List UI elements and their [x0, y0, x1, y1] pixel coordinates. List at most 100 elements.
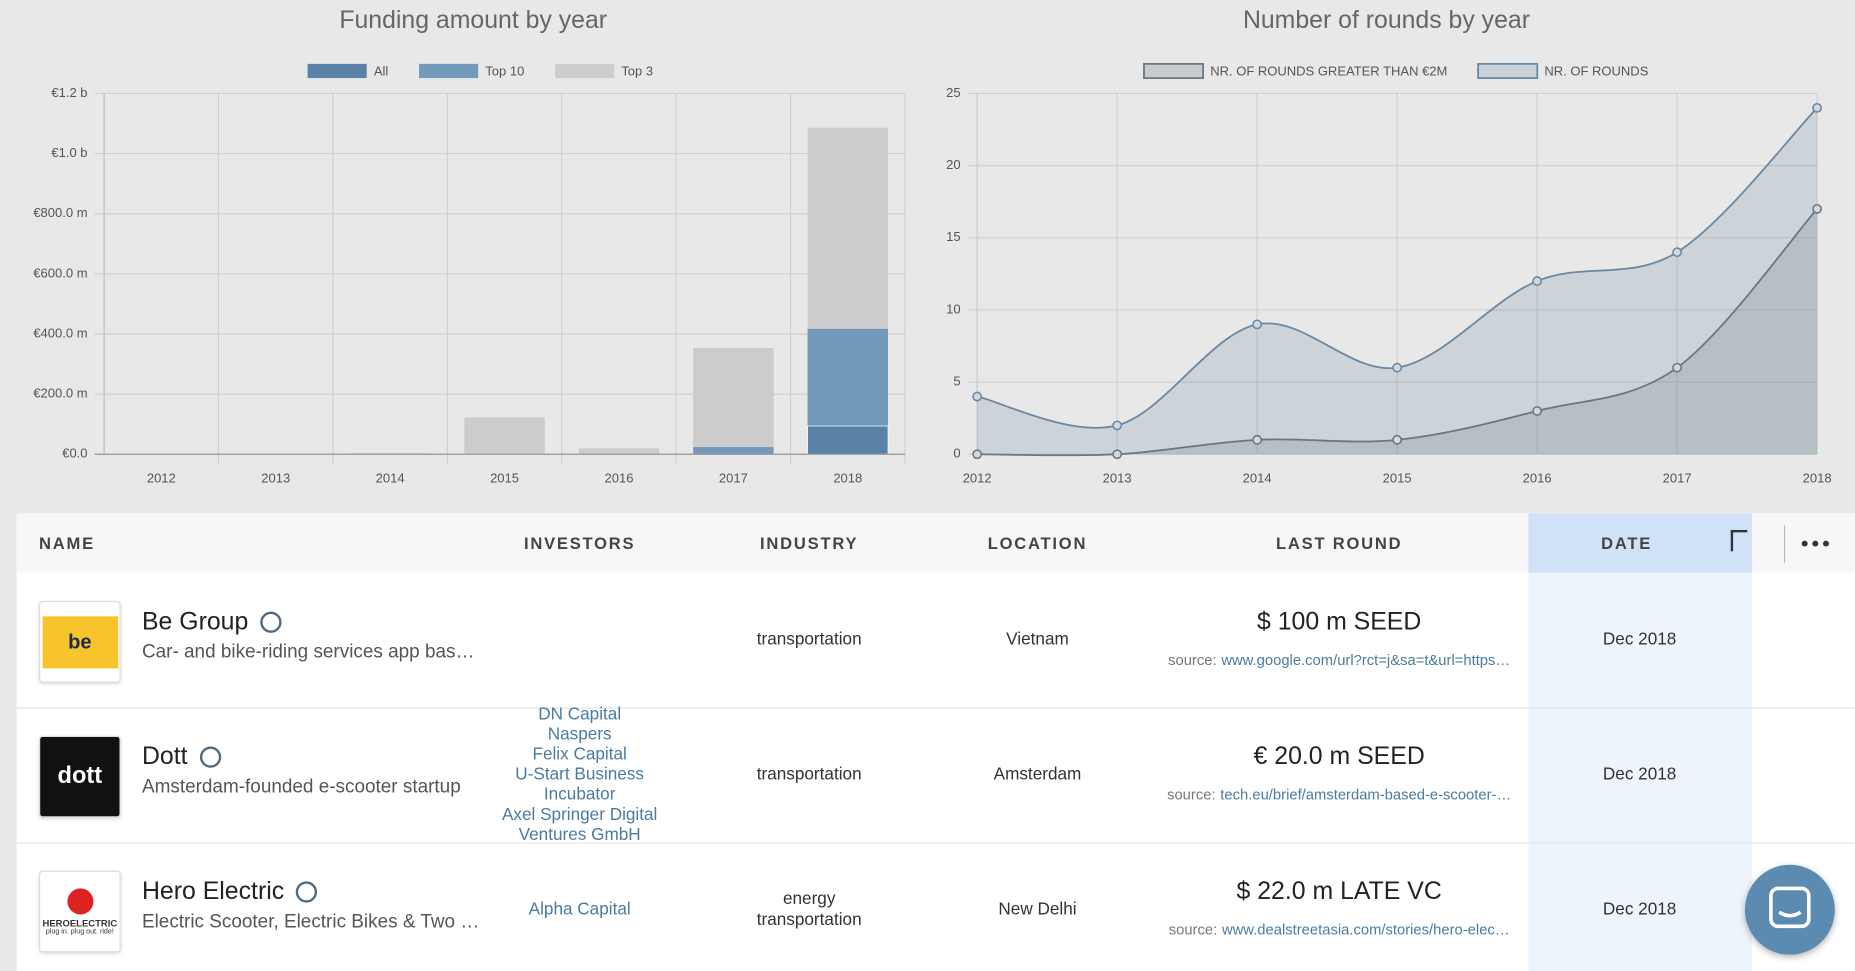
source-link[interactable]: www.google.com/url?rct=j&sa=t&url=https… [1221, 651, 1511, 669]
point [972, 391, 983, 402]
last-round: $ 100 m SEED [1256, 608, 1422, 636]
chat-button[interactable] [1744, 864, 1835, 955]
logo-text: be [68, 629, 92, 653]
source-label: source: [1167, 786, 1216, 804]
column-header[interactable]: LAST ROUND [1275, 533, 1403, 553]
date-cell: Dec 2018 [1521, 842, 1758, 971]
x-tick-label: 2014 [1243, 471, 1272, 486]
location-cell: New Delhi [919, 842, 1156, 971]
logo-mark: be [41, 615, 118, 668]
y-tick-label: €800.0 m [33, 205, 87, 220]
y-tick-label: 25 [946, 85, 960, 100]
y-tick-label: 0 [953, 446, 960, 461]
investor[interactable]: Naspers [547, 724, 612, 744]
investor[interactable]: Alpha Capital [528, 899, 631, 919]
point [1672, 362, 1683, 373]
source-line: source: tech.eu/brief/amsterdam-based-e-s… [1162, 787, 1517, 804]
company-logo: HEROELECTRIC plug in. plug out. ride! [39, 870, 121, 953]
location-cell: Amsterdam [919, 707, 1156, 842]
x-tick-label: 2012 [963, 471, 992, 486]
industry: transportation [756, 765, 862, 785]
company-logo: be [39, 600, 121, 683]
legend-swatch [1477, 62, 1539, 79]
column-header[interactable]: INVESTORS [523, 533, 636, 553]
industry: transportation [756, 910, 862, 930]
chart-title: Number of rounds by year [1243, 7, 1530, 34]
investor[interactable]: Incubator [543, 784, 616, 804]
chat-icon [1769, 886, 1811, 929]
investors-cell: Alpha Capital [461, 842, 698, 971]
logo-text: HEROELECTRIC [42, 917, 118, 929]
location: Vietnam [1006, 630, 1069, 650]
chart-title: Funding amount by year [339, 7, 607, 34]
point [1392, 434, 1403, 445]
source-link[interactable]: tech.eu/brief/amsterdam-based-e-scooter-… [1220, 786, 1512, 804]
location: New Delhi [998, 900, 1077, 920]
source-label: source: [1168, 921, 1218, 939]
industry: transportation [756, 630, 862, 650]
investor[interactable]: Axel Springer Digital [501, 805, 658, 824]
date-cell: Dec 2018 [1521, 707, 1758, 842]
bar [349, 453, 431, 455]
dot [1823, 540, 1829, 547]
legend-swatch [555, 63, 615, 79]
source-link[interactable]: www.dealstreetasia.com/stories/hero-elec… [1221, 921, 1510, 939]
industry-cell: energy transportation [691, 842, 928, 971]
column-header[interactable]: LOCATION [987, 533, 1088, 553]
investors-cell: DN Capital Naspers Felix Capital U-Start Bu… [461, 704, 698, 845]
x-tick-label: 2018 [833, 471, 862, 486]
company-name[interactable]: Hero Electric [141, 877, 285, 905]
verified-icon [199, 746, 221, 768]
name-line: Hero Electric [141, 874, 318, 909]
point [1532, 406, 1543, 416]
investor[interactable]: DN Capital [538, 704, 622, 724]
source-line: source: www.dealstreetasia.com/stories/he… [1162, 922, 1517, 939]
last-round: $ 22.0 m LATE VC [1236, 877, 1442, 905]
bar [693, 347, 774, 455]
legend-label: Top 3 [621, 64, 653, 79]
date: Dec 2018 [1602, 900, 1677, 920]
industry: energy [782, 889, 836, 909]
column-header[interactable]: DATE [1601, 533, 1653, 553]
x-tick-label: 2016 [605, 471, 634, 486]
date: Dec 2018 [1602, 765, 1677, 785]
point [1812, 204, 1822, 214]
bar [464, 417, 545, 455]
investor[interactable]: Ventures GmbH [518, 825, 641, 845]
investor[interactable]: Felix Capital [532, 744, 627, 764]
industry-cell: transportation [691, 573, 928, 708]
location-cell: Vietnam [919, 573, 1156, 708]
more-menu[interactable] [1797, 525, 1832, 560]
bar [578, 448, 660, 455]
logo-badge [66, 887, 93, 914]
x-tick-label: 2018 [1803, 471, 1832, 486]
logo-tagline: plug in. plug out. ride! [45, 928, 114, 936]
last-round: € 20.0 m SEED [1253, 742, 1425, 771]
point [1252, 319, 1263, 330]
company-name[interactable]: Dott [141, 742, 188, 771]
point [1672, 247, 1683, 258]
y-tick-label: 10 [946, 301, 960, 316]
location: Amsterdam [993, 765, 1082, 785]
sort-icon[interactable] [1730, 529, 1748, 552]
company-logo: dott [39, 735, 121, 818]
y-tick-label: €1.2 b [51, 85, 87, 100]
x-tick-label: 2014 [376, 471, 405, 486]
name-line: Dott [142, 739, 221, 774]
point [1812, 102, 1822, 113]
column-header[interactable]: NAME [39, 533, 95, 553]
y-tick-label: €600.0 m [33, 265, 87, 280]
dot [1801, 540, 1808, 547]
company-name[interactable]: Be Group [141, 608, 249, 636]
bar [693, 447, 774, 455]
company-description: Car- and bike-riding services app bas… [141, 642, 475, 663]
column-header[interactable]: INDUSTRY [760, 533, 859, 553]
investor[interactable]: U-Start Business [515, 764, 645, 784]
company-description: Amsterdam-founded e-scooter startup [141, 777, 461, 798]
date-column-highlight [1528, 572, 1753, 971]
x-tick-label: 2015 [1383, 471, 1412, 486]
row-divider [16, 707, 1855, 709]
point [1252, 434, 1263, 445]
